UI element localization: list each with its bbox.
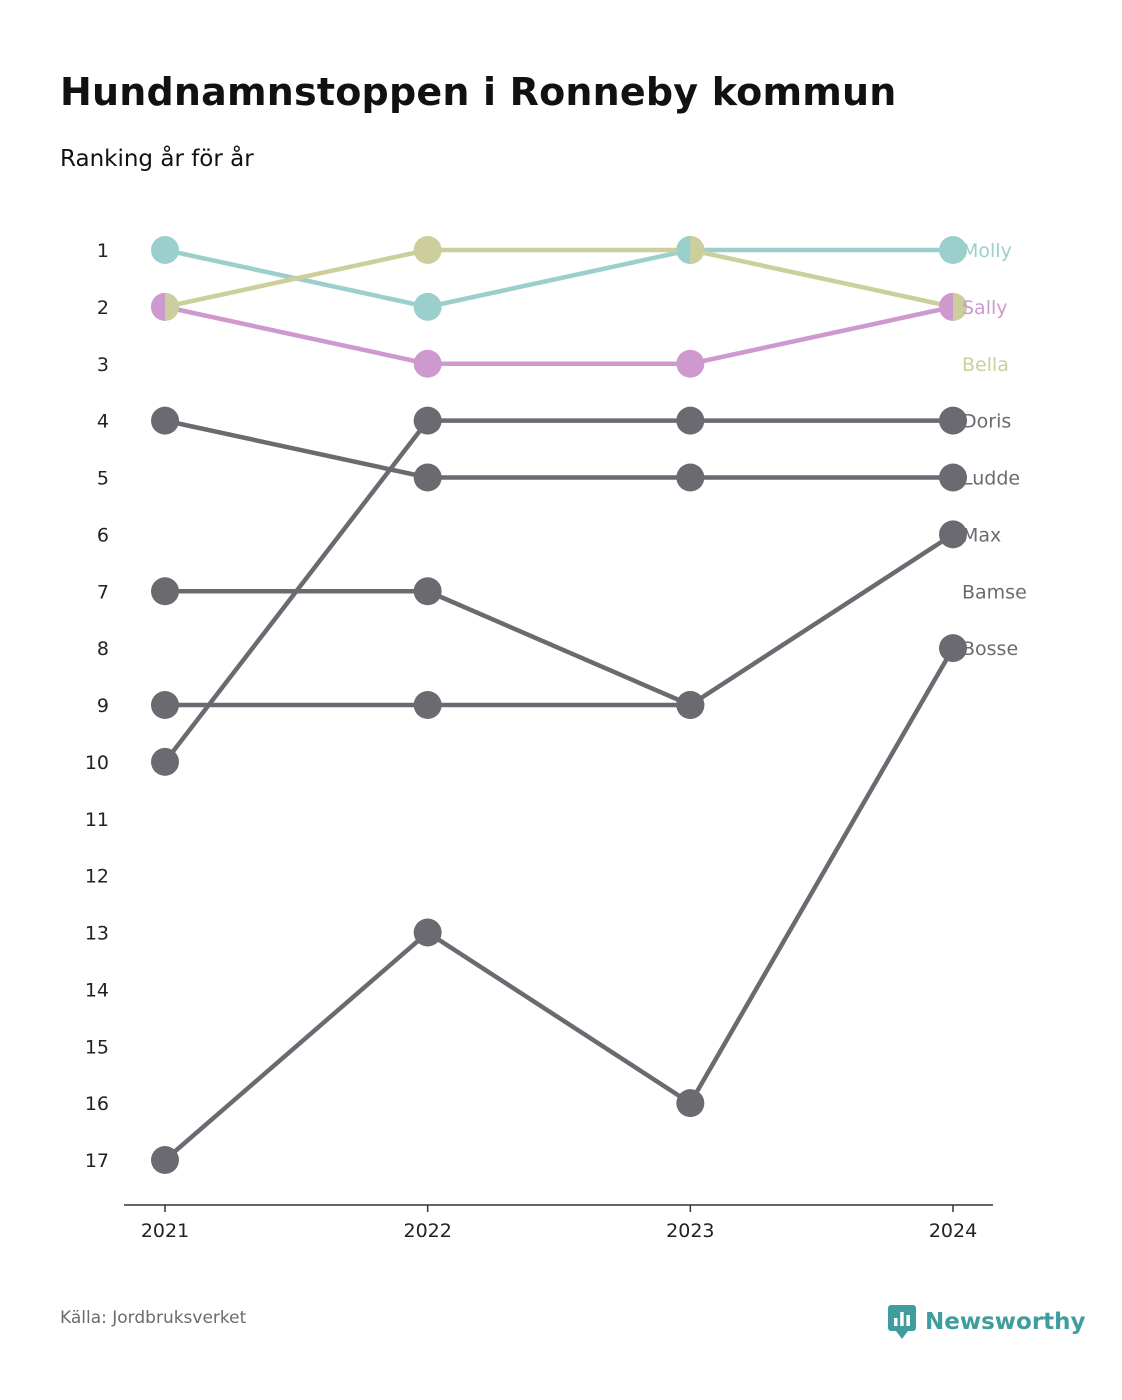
data-point-max xyxy=(939,520,967,549)
series-line-bella xyxy=(162,247,956,310)
data-point-sally xyxy=(413,349,442,378)
data-point-doris xyxy=(413,406,442,435)
x-tick-label: 2021 xyxy=(141,1220,189,1242)
data-point-bosse xyxy=(676,1089,705,1118)
series-points xyxy=(151,236,968,1174)
data-point-bamse xyxy=(413,691,442,719)
end-label-molly: Molly xyxy=(962,240,1012,262)
data-point-doris xyxy=(939,406,967,435)
y-tick-label: 10 xyxy=(85,752,109,774)
end-label-bamse: Bamse xyxy=(962,581,1027,603)
chart-title: Hundnamnstoppen i Ronneby kommun xyxy=(60,70,897,114)
data-point-bella xyxy=(413,236,442,264)
data-point-ludde xyxy=(939,463,967,492)
brand-name: Newsworthy xyxy=(925,1309,1086,1335)
data-point-bamse xyxy=(676,691,705,719)
data-point-sally-bella-left-half xyxy=(939,292,953,321)
y-tick-label: 6 xyxy=(97,524,109,546)
y-tick-label: 14 xyxy=(85,979,109,1001)
y-tick-label: 2 xyxy=(97,297,109,319)
end-label-ludde: Ludde xyxy=(962,468,1020,490)
data-point-bamse xyxy=(151,691,179,719)
x-tick-label: 2024 xyxy=(929,1220,977,1242)
data-point-ludde xyxy=(151,406,179,435)
data-point-ludde xyxy=(413,463,442,492)
brand-logo[interactable]: Newsworthy xyxy=(888,1302,1086,1342)
end-label-max: Max xyxy=(962,524,1001,546)
chart-subtitle: Ranking år för år xyxy=(60,146,254,172)
data-point-sally xyxy=(676,349,705,378)
y-tick-label: 11 xyxy=(85,809,109,831)
y-tick-label: 15 xyxy=(85,1036,109,1058)
data-point-max xyxy=(151,577,179,606)
data-point-bosse xyxy=(939,634,967,663)
y-tick-label: 17 xyxy=(85,1150,109,1172)
x-tick-label: 2022 xyxy=(403,1220,451,1242)
data-point-molly xyxy=(939,236,967,264)
data-point-molly xyxy=(413,292,442,321)
data-point-max xyxy=(413,577,442,606)
series-lines xyxy=(162,247,956,1163)
y-tick-label: 12 xyxy=(85,866,109,888)
end-label-doris: Doris xyxy=(962,411,1011,433)
series-line-molly xyxy=(162,247,956,310)
y-tick-label: 8 xyxy=(97,638,109,660)
y-tick-label: 5 xyxy=(97,468,109,490)
y-tick-label: 3 xyxy=(97,354,109,376)
y-tick-label: 16 xyxy=(85,1093,109,1115)
end-labels: Molly Sally Bella Doris Ludde Max Bamse Bosse xyxy=(962,240,1027,660)
data-point-ludde xyxy=(676,463,705,492)
series-line-ludde xyxy=(162,418,956,480)
end-label-sally: Sally xyxy=(962,297,1008,319)
y-tick-label: 9 xyxy=(97,695,109,717)
data-point-sally-bella-right-half xyxy=(165,292,180,321)
end-label-bella: Bella xyxy=(962,354,1009,376)
y-tick-label: 7 xyxy=(97,581,109,603)
series-line-max xyxy=(162,532,956,708)
x-axis-ticks: 2021 2022 2023 2024 xyxy=(141,1205,977,1242)
data-point-sally-bella-left-half xyxy=(151,292,165,321)
data-point-bosse xyxy=(413,918,442,947)
data-point-molly xyxy=(151,236,179,264)
data-point-doris xyxy=(151,747,179,776)
data-point-doris xyxy=(676,406,705,435)
data-point-molly-bella-right-half xyxy=(690,236,705,264)
y-tick-label: 13 xyxy=(85,923,109,945)
x-tick-label: 2023 xyxy=(666,1220,714,1242)
series-line-bosse xyxy=(162,645,956,1163)
y-tick-label: 1 xyxy=(97,240,109,262)
y-tick-label: 4 xyxy=(97,411,109,433)
data-point-sally-bella-right-half xyxy=(953,292,968,321)
data-point-bosse xyxy=(151,1146,179,1174)
series-line-sally xyxy=(162,304,956,366)
data-point-molly-bella-left-half xyxy=(676,236,691,264)
bar-chart-speech-bubble-icon xyxy=(888,1305,916,1339)
end-label-bosse: Bosse xyxy=(962,638,1018,660)
source-note: Källa: Jordbruksverket xyxy=(60,1308,247,1328)
